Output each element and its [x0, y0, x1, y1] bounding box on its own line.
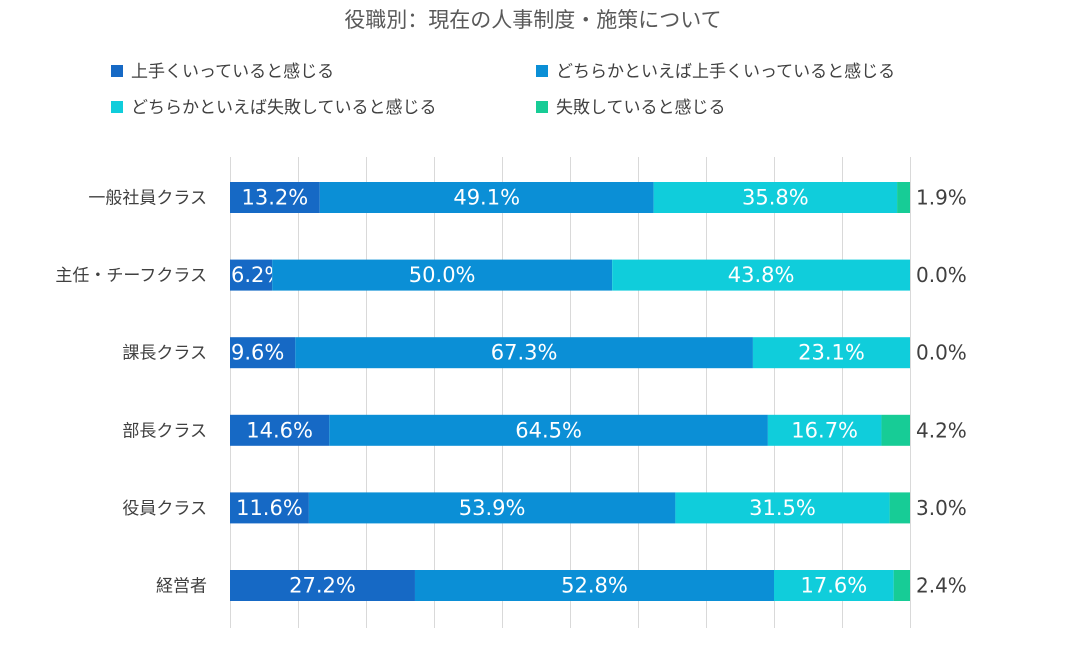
- legend-swatch: [536, 65, 548, 77]
- category-label: 主任・チーフクラス: [55, 266, 207, 286]
- bar-segment: [230, 414, 330, 446]
- data-label: 35.8%: [742, 186, 809, 210]
- data-label: 27.2%: [289, 574, 356, 598]
- bar-row: 6.2% 50.0% 43.8% 0.0%: [230, 259, 967, 291]
- legend-swatch: [111, 65, 123, 77]
- bar-segment: [230, 182, 320, 213]
- legend-item: 失敗していると感じる: [536, 98, 726, 118]
- bar-segment: [675, 492, 890, 524]
- data-label: 17.6%: [800, 574, 867, 598]
- data-label: 14.6%: [246, 418, 313, 442]
- category-label: 一般社員クラス: [88, 189, 207, 209]
- bar-segment: [897, 182, 910, 213]
- category-label: 課長クラス: [122, 344, 207, 364]
- data-label: 64.5%: [515, 418, 582, 442]
- data-label: 49.1%: [453, 186, 520, 210]
- bar-segment: [612, 259, 910, 291]
- bar-row: 11.6% 53.9% 31.5% 3.0%: [230, 492, 967, 524]
- legend-label: 失敗していると感じる: [556, 98, 726, 118]
- legend-label: どちらかといえば上手くいっていると感じる: [556, 62, 895, 82]
- data-label: 2.4%: [916, 574, 967, 598]
- legend-item: どちらかといえば失敗していると感じる: [111, 98, 437, 118]
- bar-segment: [893, 570, 910, 601]
- data-label: 67.3%: [491, 341, 558, 365]
- chart-title: 役職別：現在の人事制度・施策について: [344, 8, 721, 32]
- data-label: 9.6%: [231, 341, 284, 365]
- bar-row: 14.6% 64.5% 16.7% 4.2%: [230, 414, 967, 446]
- bar-row: 27.2% 52.8% 17.6% 2.4%: [230, 570, 967, 601]
- data-label: 11.6%: [236, 496, 303, 520]
- bar-segment: [414, 570, 774, 601]
- data-label: 13.2%: [242, 186, 309, 210]
- legend-item: 上手くいっていると感じる: [111, 62, 334, 82]
- bar-segment: [881, 414, 910, 446]
- data-label: 3.0%: [916, 496, 967, 520]
- bar-segment: [319, 182, 654, 213]
- data-label: 4.2%: [916, 418, 967, 442]
- bar-segment: [653, 182, 898, 213]
- data-label: 23.1%: [798, 341, 865, 365]
- bar-segment: [230, 259, 273, 291]
- bar-segment: [752, 337, 910, 369]
- data-label: 52.8%: [561, 574, 628, 598]
- bar-segment: [230, 337, 296, 369]
- category-label: 経営者: [156, 577, 207, 597]
- data-label: 1.9%: [916, 186, 967, 210]
- legend: 上手くいっていると感じる どちらかといえば上手くいっていると感じるどちらかといえば…: [111, 62, 895, 118]
- category-label: 部長クラス: [122, 421, 207, 441]
- bar-segment: [272, 259, 613, 291]
- bar-row: 13.2% 49.1% 35.8% 1.9%: [230, 182, 967, 213]
- bar-segment: [308, 492, 676, 524]
- category-label: 役員クラス: [122, 499, 207, 519]
- gridlines: [230, 157, 911, 628]
- bar-segment: [295, 337, 753, 369]
- bar-segment: [230, 492, 309, 524]
- bar-segment: [230, 570, 415, 601]
- data-label: 0.0%: [916, 263, 967, 287]
- legend-swatch: [111, 101, 123, 113]
- bar-segment: [767, 414, 882, 446]
- bar-segment: [889, 492, 910, 524]
- legend-item: どちらかといえば上手くいっていると感じる: [536, 62, 895, 82]
- bar-segment: [329, 414, 768, 446]
- legend-label: どちらかといえば失敗していると感じる: [131, 98, 437, 118]
- data-label: 31.5%: [749, 496, 816, 520]
- data-label: 43.8%: [728, 263, 795, 287]
- bar-segment: [774, 570, 894, 601]
- legend-label: 上手くいっていると感じる: [131, 62, 334, 82]
- data-label: 0.0%: [916, 341, 967, 365]
- plot-area: 13.2% 49.1% 35.8% 1.9%6.2% 50.0% 43.8% 0.0%9.6…: [230, 182, 967, 601]
- bar-row: 9.6% 67.3% 23.1% 0.0%: [230, 337, 967, 369]
- data-label: 50.0%: [409, 263, 476, 287]
- data-label: 53.9%: [459, 496, 526, 520]
- legend-swatch: [536, 101, 548, 113]
- data-label: 16.7%: [791, 418, 858, 442]
